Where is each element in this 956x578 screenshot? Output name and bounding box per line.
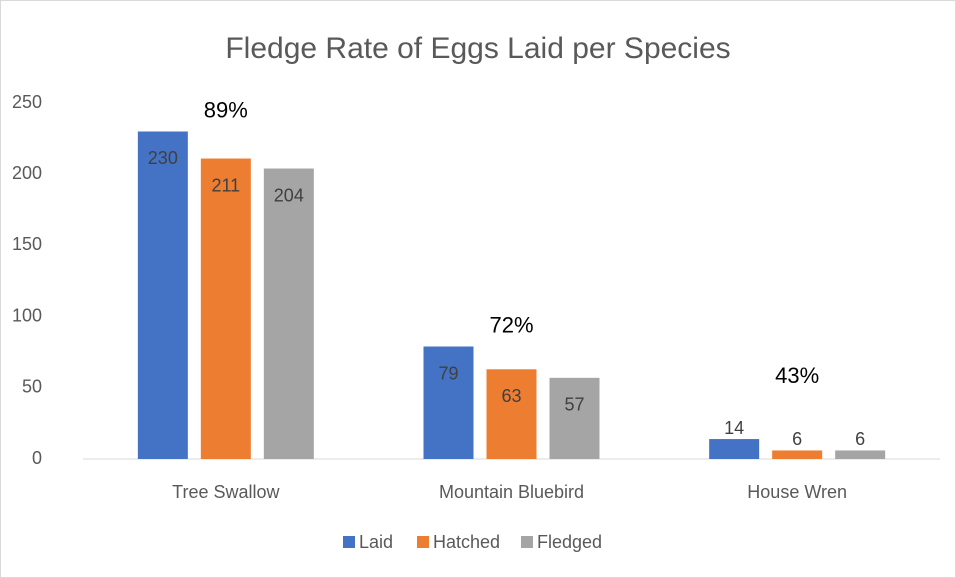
legend-swatch <box>521 536 533 548</box>
legend-swatch <box>343 536 355 548</box>
data-label: 14 <box>724 418 744 438</box>
bar <box>423 346 474 459</box>
annotation: 43% <box>775 363 819 388</box>
y-tick-label: 200 <box>12 163 42 183</box>
y-tick-label: 0 <box>32 448 42 468</box>
data-label: 63 <box>501 386 521 406</box>
annotation: 72% <box>489 312 533 337</box>
x-tick-label: House Wren <box>747 482 847 502</box>
legend-label: Hatched <box>433 532 500 552</box>
data-label: 79 <box>438 363 458 383</box>
bar <box>137 131 188 460</box>
annotation: 89% <box>204 97 248 122</box>
y-tick-label: 100 <box>12 305 42 325</box>
bar <box>835 450 886 459</box>
x-tick-label: Mountain Bluebird <box>439 482 584 502</box>
bar <box>200 158 251 459</box>
y-tick-label: 50 <box>22 377 42 397</box>
data-label: 6 <box>792 429 802 449</box>
bar <box>549 377 600 459</box>
bar <box>263 168 314 459</box>
legend-swatch <box>417 536 429 548</box>
legend-label: Laid <box>359 532 393 552</box>
data-label: 230 <box>148 148 178 168</box>
bar <box>709 439 760 459</box>
x-tick-label: Tree Swallow <box>172 482 280 502</box>
bar <box>486 369 537 459</box>
data-label: 211 <box>211 175 240 195</box>
y-tick-label: 250 <box>12 92 42 112</box>
legend-label: Fledged <box>537 532 602 552</box>
y-tick-label: 150 <box>12 234 42 254</box>
data-label: 6 <box>855 429 865 449</box>
data-label: 57 <box>564 395 584 415</box>
chart-title: Fledge Rate of Eggs Laid per Species <box>225 32 730 65</box>
bar <box>772 450 823 459</box>
data-label: 204 <box>274 185 304 205</box>
